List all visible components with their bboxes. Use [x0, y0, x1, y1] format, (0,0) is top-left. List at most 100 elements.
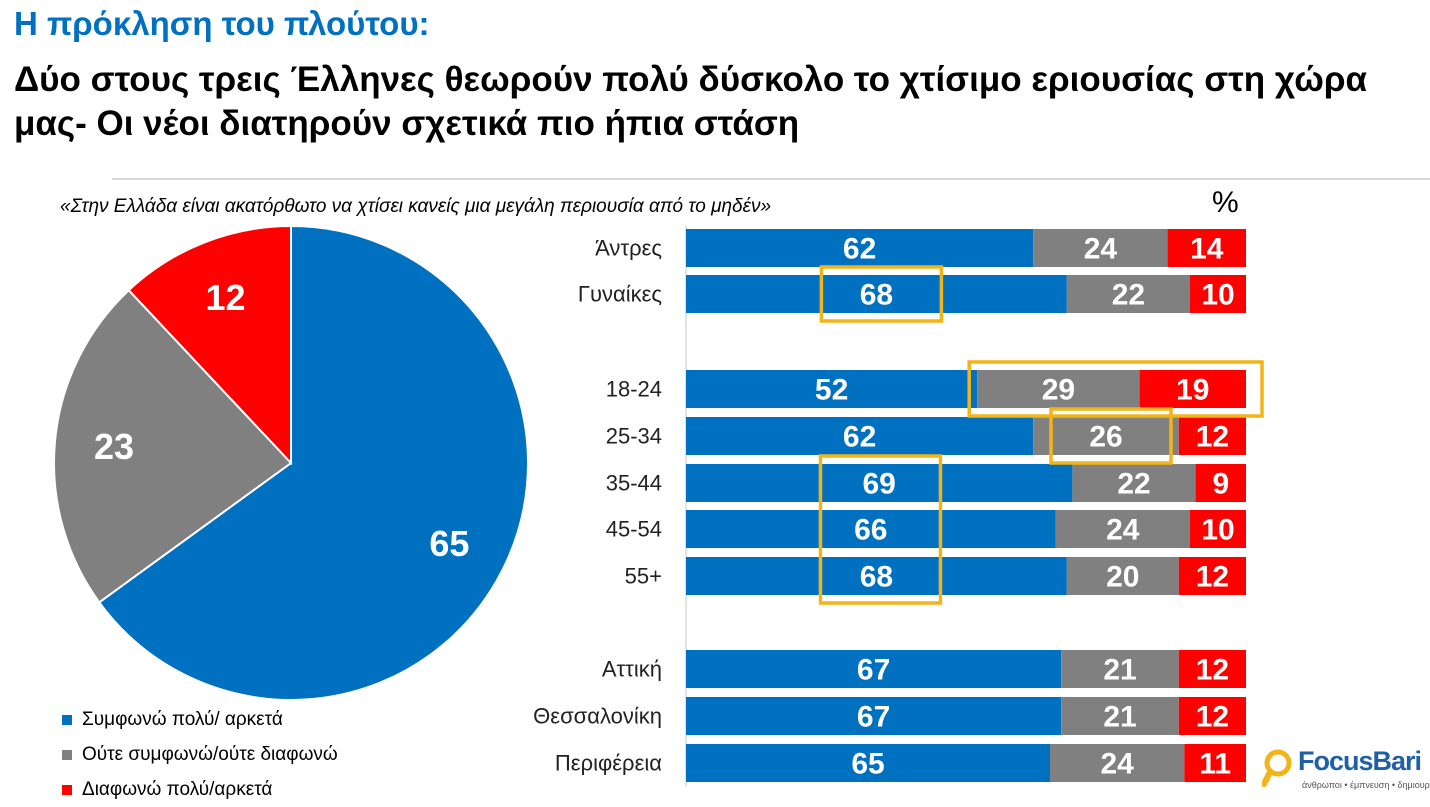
legend-label-disagree: Διαφωνώ πολύ/αρκετά: [82, 778, 273, 800]
bar-value-label: 65: [851, 748, 884, 781]
category-label: Αττική: [602, 657, 662, 682]
category-label: Άντρες: [595, 236, 662, 261]
pie-label-neutral: 23: [94, 426, 134, 467]
bar-segment-neutral: [977, 370, 1140, 408]
category-label: Περιφέρεια: [555, 751, 662, 776]
survey-question: «Στην Ελλάδα είναι ακατόρθωτο να χτίσει …: [60, 196, 772, 217]
bar-value-label: 52: [815, 374, 848, 407]
bar-segment-neutral: [1066, 275, 1190, 313]
pie-slice-neutral: [53, 288, 293, 604]
bar-segment-disagree: [1178, 557, 1246, 595]
category-label: 55+: [625, 564, 662, 589]
bar-value-label: 12: [1196, 654, 1229, 687]
pie-slice-disagree: [127, 224, 292, 466]
header-divider: [112, 178, 1430, 180]
bar-value-label: 11: [1199, 748, 1231, 781]
bar-value-label: 20: [1106, 561, 1139, 594]
bar-value-label: 21: [1103, 654, 1136, 687]
bar-value-label: 67: [857, 654, 890, 687]
bar-segment-neutral: [1050, 744, 1185, 782]
pie-label-disagree: 12: [206, 277, 246, 318]
pie-chart: 65 23 12: [53, 224, 529, 701]
bar-value-label: 26: [1089, 421, 1122, 454]
bar-segment-agree: [686, 464, 1073, 502]
bar-segment-agree: [686, 229, 1034, 267]
legend-item-disagree: Διαφωνώ πολύ/αρκετά: [62, 772, 338, 807]
logo-tagline: άνθρωποι • έμπνευση • δημιουργία: [1302, 780, 1430, 790]
bar-segment-neutral: [1061, 697, 1179, 735]
bar-value-label: 10: [1201, 514, 1234, 547]
bar-value-label: 10: [1201, 279, 1234, 312]
category-label: Θεσσαλονίκη: [533, 704, 662, 729]
bar-value-label: 19: [1176, 374, 1209, 407]
bar-value-label: 24: [1101, 748, 1135, 781]
bar-segment-neutral: [1066, 557, 1179, 595]
bar-segment-disagree: [1195, 464, 1246, 502]
bar-segment-agree: [686, 697, 1062, 735]
headline: Δύο στους τρεις Έλληνες θεωρούν πολύ δύσ…: [14, 60, 1368, 144]
legend-swatch-neutral: [62, 749, 72, 760]
highlight-box: [967, 360, 1264, 418]
bar-value-label: 68: [860, 279, 893, 312]
bar-value-label: 12: [1196, 561, 1229, 594]
bar-value-label: 12: [1196, 701, 1229, 734]
bar-segment-disagree: [1178, 650, 1246, 688]
highlight-box: [1049, 407, 1173, 465]
bar-value-label: 62: [843, 233, 876, 266]
legend-swatch-disagree: [62, 784, 72, 795]
bar-value-label: 22: [1117, 468, 1150, 501]
bar-value-label: 62: [843, 421, 876, 454]
pie-slice-agree: [97, 224, 529, 701]
bar-value-label: 67: [857, 701, 890, 734]
category-label: 25-34: [606, 424, 662, 449]
magnifier-icon: [1262, 749, 1292, 787]
bar-segment-disagree: [1190, 275, 1246, 313]
kicker-title: Η πρόκληση του πλούτου:: [14, 5, 430, 42]
logo-name: FocusBari: [1298, 746, 1422, 776]
bar-value-label: 66: [854, 514, 887, 547]
category-label: 18-24: [606, 377, 662, 402]
category-label: 35-44: [606, 471, 662, 496]
bar-segment-agree: [686, 417, 1034, 455]
category-label: Γυναίκες: [578, 282, 662, 307]
bar-value-label: 24: [1084, 233, 1118, 266]
highlight-box: [818, 454, 943, 605]
legend: Συμφωνώ πολύ/ αρκετά Ούτε συμφωνώ/ούτε δ…: [62, 702, 338, 807]
bar-segment-disagree: [1184, 744, 1246, 782]
bar-value-label: 12: [1196, 421, 1229, 454]
legend-item-neutral: Ούτε συμφωνώ/ούτε διαφωνώ: [62, 737, 338, 772]
bar-value-label: 21: [1103, 701, 1136, 734]
bar-segment-disagree: [1190, 510, 1246, 548]
focusbari-logo: FocusBari άνθρωποι • έμπνευση • δημιουργ…: [1262, 744, 1430, 796]
bar-segment-disagree: [1167, 229, 1246, 267]
bar-segment-agree: [686, 510, 1056, 548]
bar-segment-disagree: [1178, 417, 1246, 455]
bar-value-label: 22: [1112, 279, 1145, 312]
highlight-box: [819, 265, 944, 323]
bar-value-label: 29: [1042, 374, 1075, 407]
bar-segment-neutral: [1072, 464, 1196, 502]
bar-value-label: 68: [860, 561, 893, 594]
bar-segment-disagree: [1139, 370, 1246, 408]
bar-segment-agree: [686, 557, 1067, 595]
bar-value-label: 14: [1190, 233, 1224, 266]
bar-segment-agree: [686, 650, 1062, 688]
bar-segment-neutral: [1033, 229, 1168, 267]
bar-segment-agree: [686, 744, 1050, 782]
bar-segment-agree: [686, 275, 1067, 313]
legend-item-agree: Συμφωνώ πολύ/ αρκετά: [62, 702, 338, 737]
bar-value-label: 24: [1106, 514, 1140, 547]
unit-label: %: [1212, 186, 1239, 219]
category-label: 45-54: [606, 517, 662, 542]
legend-swatch-agree: [62, 714, 72, 725]
legend-label-agree: Συμφωνώ πολύ/ αρκετά: [82, 708, 283, 730]
bar-segment-neutral: [1033, 417, 1179, 455]
legend-label-neutral: Ούτε συμφωνώ/ούτε διαφωνώ: [82, 743, 338, 765]
pie-label-agree: 65: [429, 523, 469, 564]
bar-segment-disagree: [1178, 697, 1246, 735]
bar-segment-neutral: [1055, 510, 1190, 548]
bar-segment-agree: [686, 370, 978, 408]
bar-segment-neutral: [1061, 650, 1179, 688]
bar-value-label: 69: [863, 468, 896, 501]
